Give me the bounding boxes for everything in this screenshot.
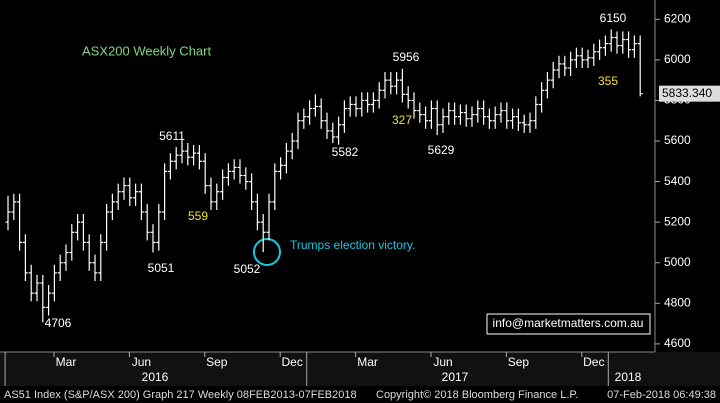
annotation: 355 — [598, 74, 618, 88]
annotation: 5051 — [148, 261, 175, 275]
annotation: 5582 — [332, 145, 359, 159]
y-tick-label: 5000 — [664, 255, 691, 269]
annotation: 559 — [188, 209, 208, 223]
year-label: 2017 — [442, 370, 469, 384]
footer-text: 07-Feb-2018 06:49:38 — [607, 389, 716, 401]
x-tick-label: Dec — [583, 355, 604, 369]
annotation: 5956 — [393, 50, 420, 64]
x-tick-label: Jun — [433, 355, 452, 369]
x-tick-label: Sep — [508, 355, 530, 369]
x-tick-label: Sep — [206, 355, 228, 369]
year-label: 2016 — [142, 370, 169, 384]
annotation: Trumps election victory. — [290, 238, 415, 252]
x-tick-label: Dec — [282, 355, 303, 369]
x-tick-label: Mar — [56, 355, 77, 369]
annotation: 5052 — [234, 262, 261, 276]
election-circle — [253, 238, 281, 266]
y-tick-label: 4600 — [664, 336, 691, 350]
annotation: 5629 — [428, 143, 455, 157]
email-box — [486, 313, 651, 335]
x-tick-label: Jun — [132, 355, 151, 369]
x-tick-label: Mar — [357, 355, 378, 369]
footer-text: AS51 Index (S&P/ASX 200) Graph 217 Weekl… — [4, 389, 357, 401]
year-label: 2018 — [615, 370, 642, 384]
y-tick-label: 6200 — [664, 11, 691, 25]
annotation: info@marketmatters.com.au — [493, 316, 644, 330]
y-tick-label: 6000 — [664, 52, 691, 66]
annotation: 4706 — [45, 316, 72, 330]
y-tick-label: 5400 — [664, 174, 691, 188]
y-tick-label: 4800 — [664, 295, 691, 309]
y-tick-label: 5200 — [664, 214, 691, 228]
axis-band — [0, 352, 720, 386]
annotation: 5611 — [159, 129, 185, 143]
last-price-box — [659, 85, 720, 102]
chart-title: ASX200 Weekly Chart — [82, 43, 211, 58]
annotation: 6150 — [600, 11, 627, 25]
last-price-label: 5833.340 — [662, 86, 712, 100]
y-tick-label: 5600 — [664, 133, 691, 147]
annotation: 327 — [392, 113, 412, 127]
footer-text: Copyright© 2018 Bloomberg Finance L.P. — [376, 389, 578, 401]
